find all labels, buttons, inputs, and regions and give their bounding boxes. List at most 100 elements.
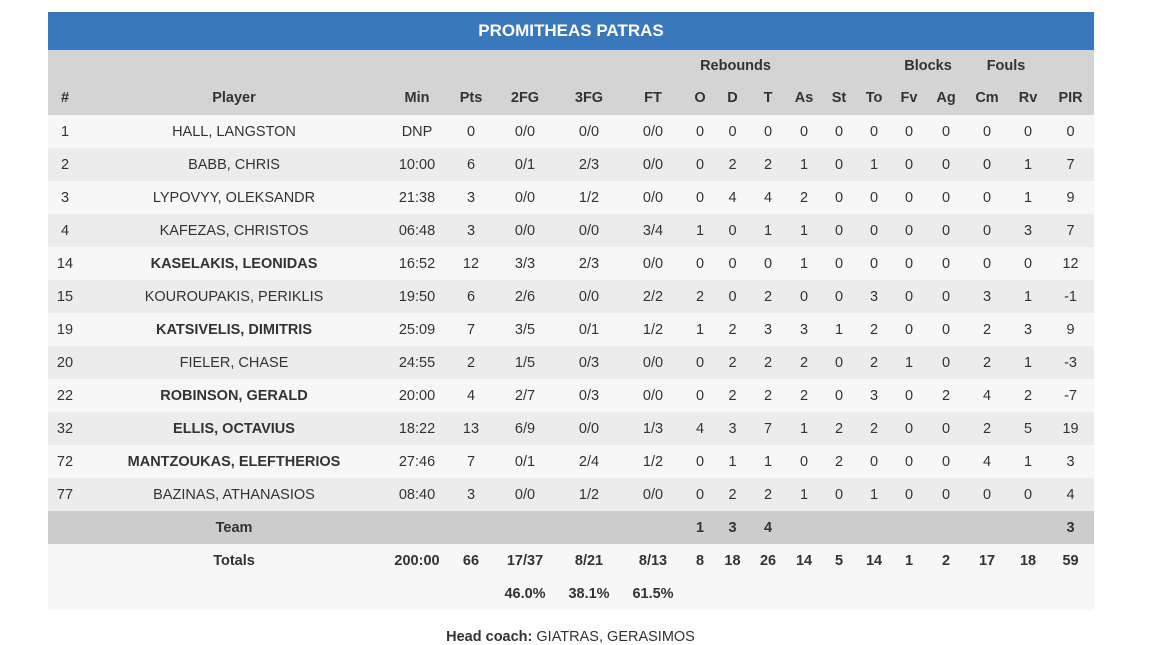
cell-blk-fv: 0: [904, 387, 914, 404]
cell-reb-o: 8: [695, 552, 705, 569]
cell-blk-ag: 0: [941, 123, 951, 140]
cell-pts: 4: [466, 387, 476, 404]
cell-fg3: 0/0: [578, 222, 600, 239]
fouls-group-header: Fouls: [986, 57, 1026, 74]
cell-foul-cm: 0: [982, 486, 992, 503]
player-row: 1 HALL, LANGSTON DNP 0 0/0 0/0 0/0 0 0 0 0 0 0 0 0 0 0 0: [48, 115, 1095, 148]
cell-foul-rv: 2: [1023, 387, 1033, 404]
cell-fg2: [494, 511, 556, 544]
cell-blk-fv: 0: [904, 255, 914, 272]
cell-st: 0: [834, 255, 844, 272]
cell-st: 5: [834, 552, 844, 569]
col-header-pts: Pts: [459, 90, 483, 106]
cell-ft: 1/3: [642, 420, 664, 437]
cell-as: [787, 577, 821, 610]
cell-ft: 1/2: [642, 321, 664, 338]
cell-min: 16:52: [398, 255, 436, 272]
cell-reb-d: 2: [728, 354, 737, 371]
cell-reb-o: 2: [695, 288, 705, 305]
group-header-row: Rebounds Blocks Fouls: [48, 50, 1095, 81]
cell-blk-fv: 0: [904, 123, 914, 140]
cell-blk-ag: 0: [941, 156, 951, 173]
cell-blk-fv: 0: [904, 420, 914, 437]
cell-fg3: 2/3: [578, 156, 600, 173]
cell-pts: 7: [466, 321, 476, 338]
cell-reb-d: 4: [728, 189, 737, 206]
cell-player: [82, 577, 386, 610]
cell-number: 19: [56, 321, 74, 338]
cell-st: [821, 577, 857, 610]
cell-to: [857, 577, 891, 610]
cell-reb-d: 18: [724, 552, 741, 569]
cell-reb-t: 0: [763, 255, 773, 272]
cell-reb-o: 0: [695, 453, 705, 470]
cell-number: 1: [60, 123, 70, 140]
cell-pir: 9: [1066, 189, 1075, 206]
cell-min: 18:22: [398, 420, 436, 437]
cell-blk-fv: 0: [904, 453, 914, 470]
cell-reb-o: 0: [695, 189, 705, 206]
cell-foul-cm: 0: [982, 156, 992, 173]
cell-as: 2: [799, 189, 809, 206]
cell-player: KATSIVELIS, DIMITRIS: [155, 321, 313, 338]
cell-ft: 8/13: [638, 552, 668, 569]
cell-fg3: 2/3: [578, 255, 600, 272]
cell-number: 32: [56, 420, 74, 437]
cell-as: 2: [799, 354, 809, 371]
cell-reb-o: 0: [695, 123, 705, 140]
cell-fg2: 46.0%: [504, 585, 546, 602]
cell-pir: 3: [1066, 453, 1075, 470]
cell-player: ELLIS, OCTAVIUS: [173, 420, 295, 437]
col-header-as: As: [794, 90, 814, 106]
cell-pts: 7: [466, 453, 476, 470]
cell-as: 1: [799, 420, 809, 437]
cell-as: 0: [799, 288, 809, 305]
cell-blk-fv: 0: [904, 321, 914, 338]
cell-reb-t: 2: [763, 354, 773, 371]
head-coach: Head coach: GIATRAS, GERASIMOS: [0, 630, 1141, 645]
cell-min: 20:00: [398, 387, 436, 404]
cell-reb-d: 2: [728, 321, 737, 338]
cell-reb-d: 2: [728, 486, 737, 503]
cell-reb-d: 0: [728, 222, 737, 239]
cell-st: 0: [834, 288, 844, 305]
player-rows: 1 HALL, LANGSTON DNP 0 0/0 0/0 0/0 0 0 0 0 0 0 0 0 0 0 0 2…: [48, 115, 1095, 610]
col-header-reb-t: T: [763, 90, 773, 106]
cell-st: 0: [834, 486, 844, 503]
cell-as: [787, 511, 821, 544]
cell-number: 4: [60, 222, 70, 239]
col-header-foul-rv: Rv: [1018, 90, 1038, 106]
cell-fg3: 0/0: [578, 420, 600, 437]
cell-ft: 0/0: [642, 123, 664, 140]
cell-foul-rv: 3: [1023, 321, 1033, 338]
cell-player: KOUROUPAKIS, PERIKLIS: [144, 288, 324, 305]
team-row: Team 1 3 4 3: [48, 511, 1095, 544]
cell-foul-rv: [1009, 511, 1047, 544]
cell-pts: 6: [466, 288, 476, 305]
cell-number: 14: [56, 255, 74, 272]
cell-reb-o: 4: [695, 420, 705, 437]
cell-ft: 0/0: [642, 387, 664, 404]
cell-reb-t: 2: [763, 387, 773, 404]
boxscore: PROMITHEAS PATRAS Rebounds Blocks Fouls …: [48, 12, 1095, 610]
cell-fg3: 0/3: [578, 387, 600, 404]
cell-foul-rv: 1: [1023, 288, 1033, 305]
cell-to: [857, 511, 891, 544]
cell-blk-fv: 0: [904, 189, 914, 206]
cell-reb-d: 2: [728, 387, 737, 404]
col-header-min: Min: [404, 90, 430, 106]
cell-foul-cm: 0: [982, 123, 992, 140]
cell-pts: 2: [466, 354, 476, 371]
cell-min: 21:38: [398, 189, 436, 206]
cell-number: 20: [56, 354, 74, 371]
cell-foul-rv: 18: [1019, 552, 1037, 569]
col-header-reb-d: D: [727, 90, 738, 106]
cell-reb-t: 4: [763, 519, 773, 536]
cell-foul-cm: [965, 577, 1009, 610]
cell-pir: 59: [1062, 552, 1079, 569]
cell-reb-t: 26: [759, 552, 777, 569]
cell-as: 1: [799, 255, 809, 272]
cell-fg3: [556, 511, 622, 544]
cell-reb-o: [684, 577, 716, 610]
cell-reb-d: 0: [728, 288, 737, 305]
